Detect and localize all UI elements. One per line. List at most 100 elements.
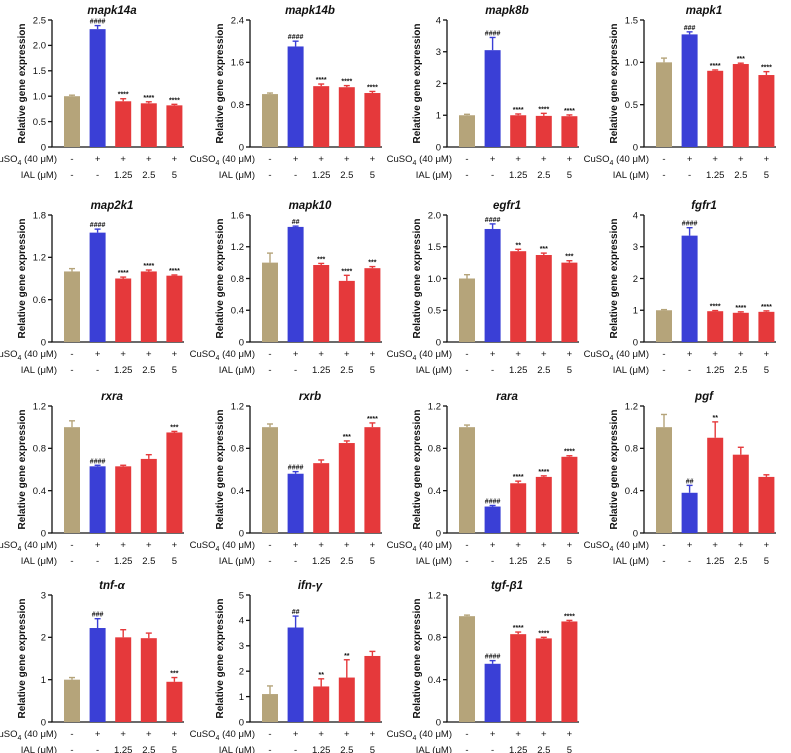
bar-4 bbox=[535, 115, 552, 147]
condition-cuso4: + bbox=[318, 729, 324, 740]
significance-label: **** bbox=[761, 304, 772, 311]
bar-2 bbox=[89, 466, 106, 533]
condition-cuso4: + bbox=[541, 154, 547, 165]
significance-label: #### bbox=[485, 30, 501, 37]
condition-cuso4: + bbox=[515, 349, 521, 360]
condition-cuso4: + bbox=[293, 729, 299, 740]
significance-label: **** bbox=[564, 449, 575, 456]
significance-label: #### bbox=[288, 465, 304, 472]
y-axis-label: Relative gene expression bbox=[215, 598, 226, 718]
row-label-ial: IAL (μM) bbox=[219, 556, 255, 567]
condition-ial: 1.25 bbox=[114, 556, 133, 567]
condition-cuso4: + bbox=[344, 729, 350, 740]
condition-ial: 5 bbox=[370, 745, 375, 753]
y-tick-label: 0.8 bbox=[231, 444, 244, 455]
condition-cuso4: + bbox=[370, 154, 376, 165]
row-label-cuso4-conc: (40 μM) bbox=[219, 154, 255, 165]
bar-5 bbox=[758, 75, 775, 147]
row-label-cuso4-conc: (40 μM) bbox=[416, 540, 452, 551]
row-label-cuso4-text: CuSO bbox=[190, 349, 216, 360]
condition-ial: - bbox=[662, 365, 665, 376]
bar-1 bbox=[656, 427, 672, 533]
significance-label: *** bbox=[565, 254, 573, 261]
y-tick-label: 1.2 bbox=[428, 590, 441, 601]
condition-cuso4: + bbox=[293, 349, 299, 360]
y-tick-label: 5 bbox=[239, 590, 244, 601]
chart-panel-9: rxra Relative gene expression 0 0.4 0.8 1.2 ##… bbox=[0, 391, 184, 567]
condition-cuso4: + bbox=[370, 729, 376, 740]
y-tick-label: 1.5 bbox=[428, 242, 441, 253]
condition-cuso4: + bbox=[146, 349, 152, 360]
y-tick-label: 1 bbox=[436, 111, 441, 122]
bar-4 bbox=[535, 476, 552, 533]
condition-cuso4: + bbox=[120, 540, 126, 551]
condition-cuso4: + bbox=[172, 729, 178, 740]
bar-1 bbox=[64, 679, 80, 722]
bar-3 bbox=[313, 265, 330, 342]
y-axis-label: Relative gene expression bbox=[215, 218, 226, 338]
row-label-cuso4-conc: (40 μM) bbox=[416, 729, 452, 740]
condition-ial: 2.5 bbox=[340, 365, 353, 376]
condition-cuso4: + bbox=[687, 540, 693, 551]
condition-cuso4: - bbox=[70, 729, 73, 740]
row-label-cuso4: CuSO4 (40 μM) bbox=[387, 349, 452, 362]
row-label-cuso4: CuSO4 (40 μM) bbox=[190, 540, 255, 553]
y-tick-label: 3 bbox=[239, 641, 244, 652]
y-axis-label: Relative gene expression bbox=[412, 218, 423, 338]
condition-cuso4: + bbox=[293, 154, 299, 165]
condition-cuso4: + bbox=[318, 540, 324, 551]
condition-cuso4: + bbox=[344, 154, 350, 165]
condition-cuso4: + bbox=[541, 349, 547, 360]
condition-ial: - bbox=[70, 170, 73, 181]
bar-2 bbox=[681, 235, 698, 342]
significance-label: *** bbox=[170, 424, 178, 431]
condition-ial: - bbox=[268, 745, 271, 753]
bar-4 bbox=[140, 458, 157, 533]
condition-ial: - bbox=[294, 170, 297, 181]
row-label-cuso4-text: CuSO bbox=[387, 540, 413, 551]
bar-4 bbox=[732, 312, 749, 342]
y-tick-label: 0.4 bbox=[428, 675, 441, 686]
condition-ial: - bbox=[491, 745, 494, 753]
condition-ial: - bbox=[268, 556, 271, 567]
condition-cuso4: + bbox=[764, 540, 770, 551]
y-tick-label: 2 bbox=[239, 667, 244, 678]
chart-title: rxrb bbox=[299, 391, 321, 403]
bar-3 bbox=[313, 86, 330, 147]
significance-label: *** bbox=[317, 256, 325, 263]
condition-ial: - bbox=[96, 365, 99, 376]
chart-title: rara bbox=[496, 391, 518, 403]
condition-cuso4: + bbox=[95, 349, 101, 360]
bar-3 bbox=[115, 278, 132, 342]
condition-cuso4: + bbox=[172, 349, 178, 360]
chart-panel-10: rxrb Relative gene expression 0 0.4 0.8 1.2 ##… bbox=[190, 391, 382, 567]
significance-label: **** bbox=[118, 270, 129, 277]
condition-cuso4: + bbox=[146, 154, 152, 165]
row-label-cuso4-text: CuSO bbox=[190, 154, 216, 165]
y-tick-label: 1 bbox=[633, 306, 638, 317]
y-tick-label: 0.4 bbox=[231, 486, 244, 497]
y-tick-label: 4 bbox=[633, 210, 638, 221]
condition-cuso4: + bbox=[712, 349, 718, 360]
condition-ial: 5 bbox=[370, 556, 375, 567]
row-label-cuso4-text: CuSO bbox=[584, 540, 610, 551]
y-tick-label: 0.8 bbox=[231, 100, 244, 111]
condition-ial: - bbox=[465, 170, 468, 181]
condition-ial: 2.5 bbox=[537, 556, 550, 567]
y-tick-label: 0.4 bbox=[625, 486, 638, 497]
condition-ial: 1.25 bbox=[706, 365, 725, 376]
y-tick-label: 1.2 bbox=[33, 253, 46, 264]
row-label-ial: IAL (μM) bbox=[21, 170, 57, 181]
condition-ial: - bbox=[688, 365, 691, 376]
chart-title: mapk10 bbox=[289, 200, 332, 212]
bar-2 bbox=[484, 663, 501, 722]
significance-label: #### bbox=[90, 458, 106, 465]
y-tick-label: 0 bbox=[436, 337, 441, 348]
y-tick-label: 0 bbox=[633, 337, 638, 348]
bar-4 bbox=[338, 87, 355, 147]
y-tick-label: 0 bbox=[41, 337, 46, 348]
row-label-cuso4-conc: (40 μM) bbox=[219, 349, 255, 360]
significance-label: **** bbox=[316, 77, 327, 84]
condition-ial: - bbox=[268, 365, 271, 376]
row-label-cuso4-conc: (40 μM) bbox=[219, 729, 255, 740]
